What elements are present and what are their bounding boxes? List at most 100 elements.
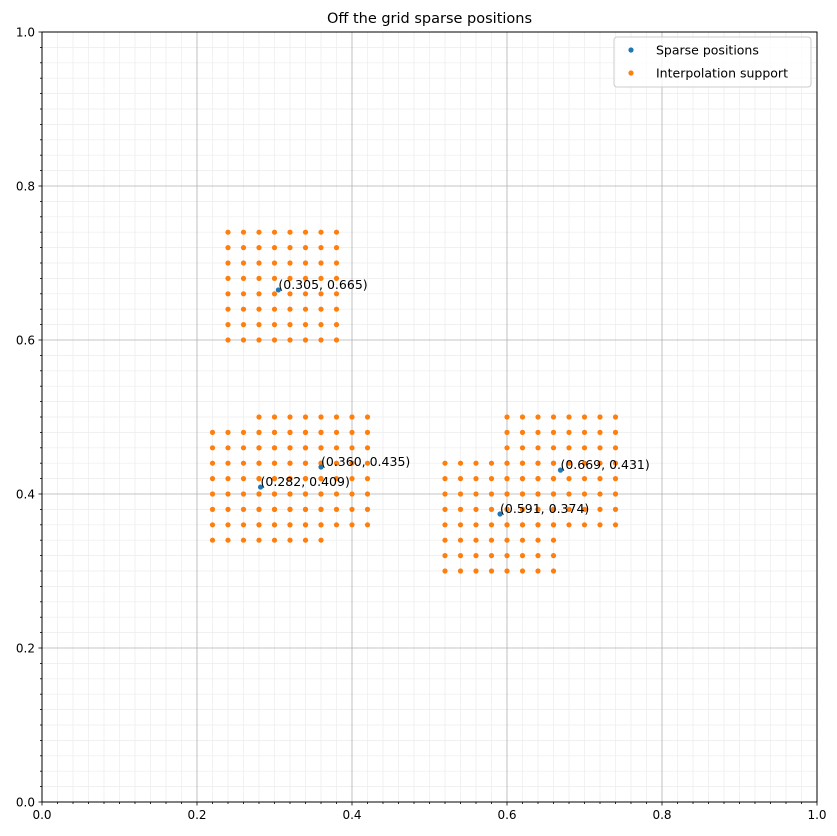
support-point [318,506,324,512]
support-point [535,522,541,528]
support-point [550,506,557,512]
support-point [240,337,247,343]
support-point [302,260,309,266]
support-point [535,568,541,574]
support-point [318,537,324,543]
support-point [318,414,324,420]
support-point [488,476,495,482]
support-point [519,445,526,451]
support-point [318,322,324,328]
support-point [550,414,557,420]
support-point [225,291,231,297]
support-point [612,522,619,528]
support-point [271,306,278,312]
support-point [256,337,262,343]
support-point [566,476,572,482]
axis-ticks: 0.0 0.2 0.4 0.6 0.8 1.0 0.0 0.2 0.4 0.6 0.8 1.0 [16,25,827,822]
support-point [240,506,247,512]
support-point [209,506,216,512]
support-point [333,414,340,420]
support-point [240,445,247,451]
x-tick-label: 0.0 [32,808,51,822]
support-point [287,429,293,435]
y-tick-label: 0.2 [16,641,35,655]
y-tick-label: 0.8 [16,179,35,193]
support-point [240,291,247,297]
support-point [566,522,572,528]
support-point [488,506,495,512]
sparse-point [318,464,324,470]
support-point [612,414,619,420]
major-grid [42,32,817,802]
support-point [240,275,247,281]
y-tick-label: 1.0 [16,25,35,39]
support-point [271,337,278,343]
support-point [364,414,371,420]
sparse-points [257,287,564,517]
support-point [519,429,526,435]
support-point [504,460,510,466]
legend-box [613,36,812,88]
support-point [271,260,278,266]
support-point [612,491,619,497]
support-point [256,522,262,528]
support-point [302,306,309,312]
support-point [442,506,448,512]
support-point [287,306,293,312]
support-point [318,337,324,343]
sparse-point [497,511,503,517]
support-point [256,460,262,466]
support-point [349,445,355,451]
support-point [240,460,247,466]
support-point [271,429,278,435]
point-annotation: (0.305, 0.665) [278,277,367,292]
support-point [519,522,526,528]
support-point [612,506,619,512]
support-point [333,460,340,466]
legend-label-support: Interpolation support [656,66,788,81]
legend-marker-support [628,70,634,76]
support-point [225,460,231,466]
support-point [225,275,231,281]
support-point [612,476,619,482]
x-tick-label: 0.4 [342,808,361,822]
y-tick-label: 0.6 [16,333,35,347]
support-point [287,245,293,251]
support-point [581,445,588,451]
support-point [225,429,231,435]
support-point [287,275,293,281]
support-point [302,506,309,512]
support-point [225,537,231,543]
support-point [209,476,216,482]
support-point [349,414,355,420]
support-point [225,491,231,497]
sparse-point [275,287,281,293]
support-point [256,291,262,297]
support-point [256,537,262,543]
support-point [457,460,464,466]
support-point [349,491,355,497]
support-point [318,306,324,312]
support-point [566,445,572,451]
support-point [597,522,603,528]
support-point [519,568,526,574]
support-point [240,522,247,528]
support-point [442,568,448,574]
support-point [271,506,278,512]
support-point [271,445,278,451]
support-point [333,491,340,497]
support-point [349,476,355,482]
support-point [535,506,541,512]
legend-label-sparse: Sparse positions [656,43,759,58]
support-point [333,245,340,251]
support-point [364,506,371,512]
support-point [271,229,278,235]
support-point [457,491,464,497]
support-point [364,445,371,451]
support-point [302,337,309,343]
support-point [302,476,309,482]
support-point [581,491,588,497]
support-point [333,522,340,528]
y-tick-label: 0.0 [16,795,35,809]
